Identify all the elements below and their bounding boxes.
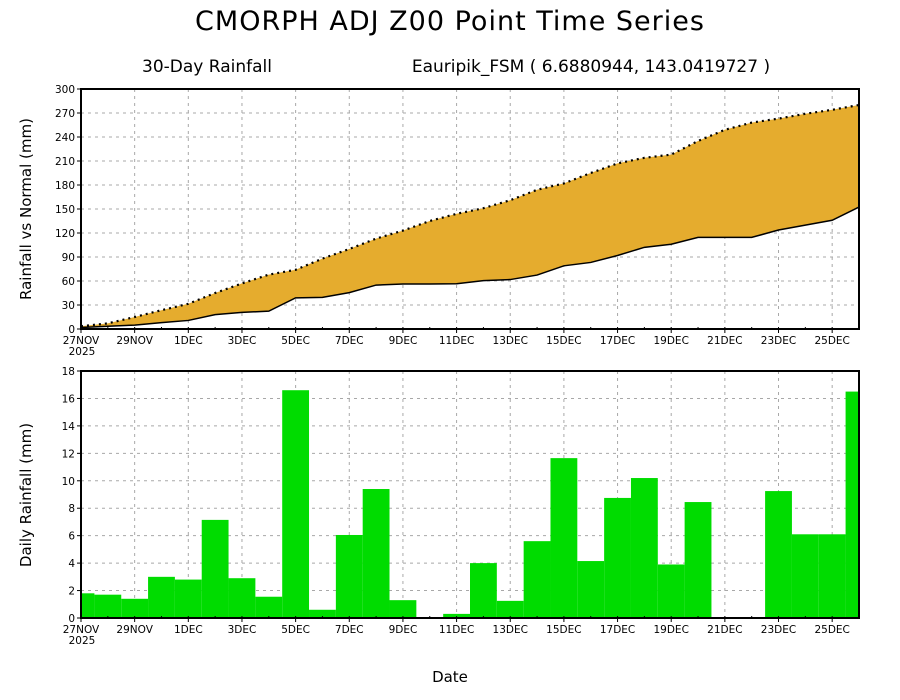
x-tick-label: 17DEC — [600, 624, 635, 636]
cumulative-rainfall-panel: 0 30 60 90 120 150 180 210 240 270 300 27NOV 29NOV 1… — [17, 84, 860, 358]
x-tick-label: 3DEC — [228, 624, 257, 636]
daily-rainfall-panel: 0 2 4 6 8 10 12 14 16 18 27NOV 29NOV 1DEC 3DEC 5DEC 7D… — [17, 366, 860, 647]
daily-bar-16DEC — [577, 561, 605, 618]
x-tick-label: 27NOV — [63, 624, 100, 636]
x-tick-label: 13DEC — [493, 624, 528, 636]
daily-rainfall-bars — [81, 390, 859, 618]
y-tick-label: 180 — [55, 180, 75, 192]
y-tick-label: 2 — [68, 586, 75, 598]
y-tick-label: 18 — [62, 366, 75, 378]
y-tick-label: 4 — [68, 558, 75, 570]
x-tick-label: 9DEC — [389, 335, 418, 347]
y-tick-label: 120 — [55, 228, 75, 240]
daily-bar-11DEC — [443, 613, 470, 618]
top-plot-frame — [80, 88, 860, 330]
daily-bar-30NOV — [148, 576, 175, 618]
daily-bar-14DEC — [523, 541, 551, 618]
x-tick-label: 21DEC — [707, 624, 742, 636]
x-tick-label: 25DEC — [814, 624, 849, 636]
top-y-axis-label: Rainfall vs Normal (mm) — [17, 118, 35, 300]
bottom-y-axis-label: Daily Rainfall (mm) — [17, 423, 35, 567]
x-tick-label: 11DEC — [439, 335, 474, 347]
y-tick-label: 16 — [62, 393, 76, 405]
daily-bar-20DEC — [684, 502, 712, 618]
x-tick-year: 2025 — [69, 635, 96, 647]
daily-bar-19DEC — [657, 564, 685, 618]
y-tick-label: 0 — [68, 613, 75, 625]
daily-bar-1DEC — [174, 579, 202, 618]
y-tick-label: 90 — [62, 252, 75, 264]
x-tick-label: 29NOV — [116, 624, 153, 636]
x-axis-label: Date — [432, 668, 468, 686]
bottom-plot-frame — [80, 370, 860, 619]
daily-bar-25DEC — [818, 534, 846, 618]
daily-bar-7DEC — [335, 534, 363, 618]
x-tick-label: 11DEC — [439, 624, 474, 636]
x-tick-label: 9DEC — [389, 624, 418, 636]
y-tick-label: 270 — [55, 108, 75, 120]
y-tick-label: 300 — [55, 84, 75, 96]
daily-bar-5DEC — [282, 390, 310, 618]
actual-cumulative-line — [80, 206, 860, 329]
daily-bar-26DEC — [845, 391, 859, 618]
y-tick-label: 0 — [68, 324, 75, 336]
bottom-y-axis-ticks: 0 2 4 6 8 10 12 14 16 18 — [62, 366, 81, 625]
daily-bar-4DEC — [255, 596, 283, 618]
x-tick-label: 19DEC — [653, 624, 688, 636]
daily-bar-13DEC — [496, 600, 524, 618]
top-y-axis-ticks: 0 30 60 90 120 150 180 210 240 270 300 — [55, 84, 81, 336]
x-tick-label: 23DEC — [761, 335, 796, 347]
y-tick-label: 8 — [68, 503, 75, 515]
y-tick-label: 10 — [62, 476, 75, 488]
daily-bar-29NOV — [121, 598, 149, 618]
x-tick-label: 5DEC — [281, 335, 310, 347]
y-tick-label: 210 — [55, 156, 75, 168]
y-tick-label: 6 — [68, 531, 75, 543]
daily-bar-23DEC — [765, 491, 792, 618]
x-tick-label: 23DEC — [761, 624, 796, 636]
y-tick-label: 60 — [62, 276, 75, 288]
y-tick-label: 30 — [62, 300, 75, 312]
daily-bar-27NOV — [81, 593, 95, 618]
daily-bar-18DEC — [630, 478, 658, 618]
daily-bar-12DEC — [470, 563, 497, 618]
x-tick-label: 29NOV — [116, 335, 153, 347]
x-tick-label: 7DEC — [335, 624, 364, 636]
x-tick-label: 19DEC — [653, 335, 688, 347]
bottom-x-axis-ticks: 27NOV 29NOV 1DEC 3DEC 5DEC 7DEC 9DEC 11DEC 13DEC… — [63, 616, 860, 647]
normal-cumulative-line — [80, 103, 860, 328]
top-x-axis-ticks: 27NOV 29NOV 1DEC 3DEC 5DEC 7DEC 9DEC 11DEC 13DEC… — [63, 327, 860, 358]
daily-bar-15DEC — [550, 458, 578, 618]
x-tick-label: 15DEC — [546, 335, 581, 347]
y-tick-label: 14 — [62, 421, 76, 433]
y-tick-label: 240 — [55, 132, 75, 144]
x-tick-label: 15DEC — [546, 624, 581, 636]
daily-bar-9DEC — [389, 600, 417, 618]
daily-bar-3DEC — [228, 578, 256, 618]
x-tick-year: 2025 — [69, 346, 96, 358]
x-tick-label: 3DEC — [228, 335, 257, 347]
x-tick-label: 17DEC — [600, 335, 635, 347]
normal-minus-actual-fill — [81, 105, 859, 328]
x-tick-label: 21DEC — [707, 335, 742, 347]
x-tick-label: 13DEC — [493, 335, 528, 347]
daily-bar-8DEC — [362, 489, 390, 618]
x-tick-label: 25DEC — [814, 335, 849, 347]
y-tick-label: 150 — [55, 204, 75, 216]
daily-bar-6DEC — [309, 609, 336, 618]
daily-bar-17DEC — [604, 497, 631, 618]
daily-bar-2DEC — [201, 519, 229, 618]
daily-bar-28NOV — [94, 594, 122, 618]
daily-bar-24DEC — [791, 534, 819, 618]
panel-subtitle-location: Eauripik_FSM ( 6.6880944, 143.0419727 ) — [412, 57, 770, 77]
x-tick-label: 5DEC — [281, 624, 310, 636]
x-tick-label: 1DEC — [174, 335, 203, 347]
x-tick-label: 27NOV — [63, 335, 100, 347]
figure-title: CMORPH ADJ Z00 Point Time Series — [195, 6, 705, 37]
x-tick-label: 1DEC — [174, 624, 203, 636]
panel-subtitle-left: 30-Day Rainfall — [142, 57, 272, 77]
x-tick-label: 7DEC — [335, 335, 364, 347]
y-tick-label: 12 — [62, 448, 75, 460]
